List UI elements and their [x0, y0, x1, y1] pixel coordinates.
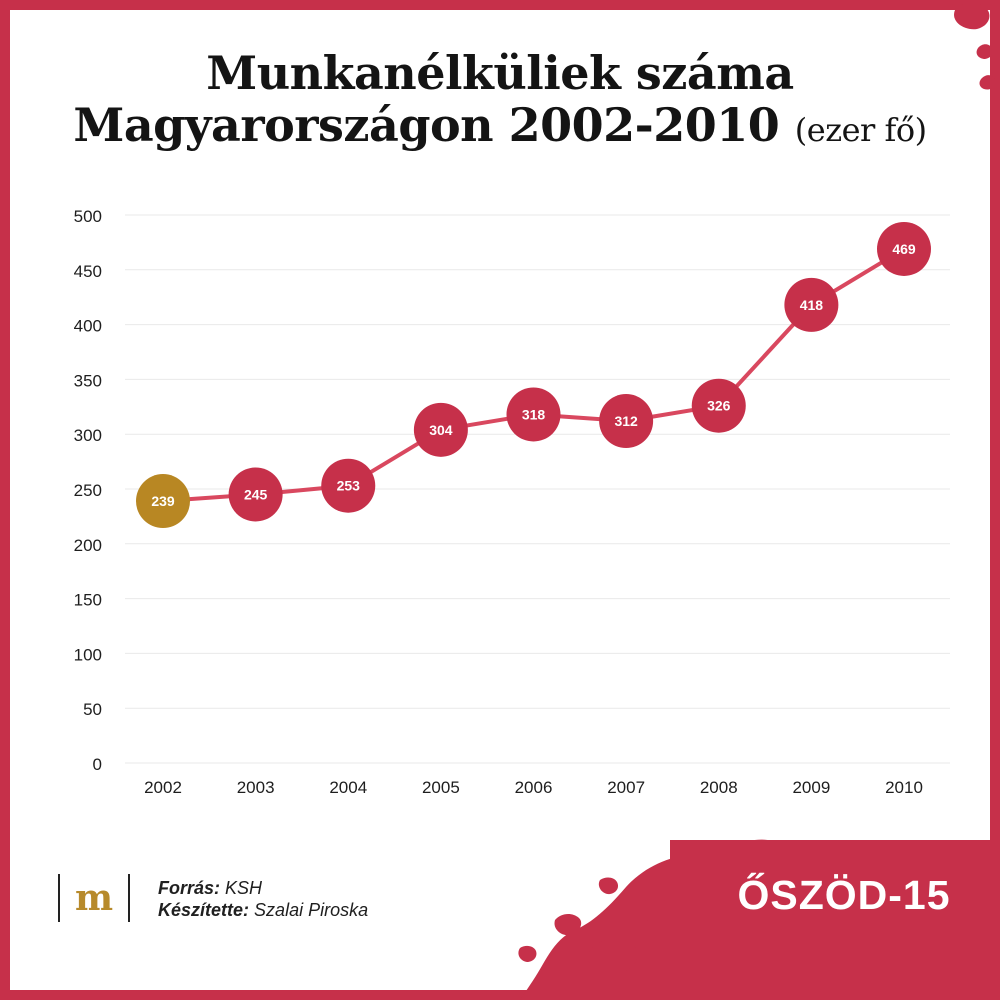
data-label: 245 — [244, 486, 268, 502]
data-label: 326 — [707, 398, 731, 414]
data-point: 312 — [599, 394, 654, 449]
y-tick-label: 200 — [74, 536, 102, 555]
data-point-marker — [877, 221, 931, 276]
y-tick-label: 150 — [74, 591, 102, 610]
x-tick-label: 2010 — [885, 778, 923, 797]
x-tick-label: 2003 — [237, 778, 275, 797]
author-line: Készítette: Szalai Piroska — [158, 899, 368, 921]
data-point-marker — [599, 394, 654, 449]
data-label: 469 — [892, 241, 916, 257]
data-point-marker — [784, 277, 839, 332]
chart-title: Munkanélküliek száma Magyarországon 2002… — [0, 46, 1000, 152]
data-point: 326 — [691, 378, 746, 433]
data-point-marker — [506, 387, 561, 442]
brand-logo: m — [58, 874, 130, 922]
data-point: 318 — [506, 387, 561, 442]
data-label: 312 — [614, 413, 638, 429]
y-tick-label: 250 — [74, 481, 102, 500]
data-point-marker — [691, 378, 746, 433]
x-tick-label: 2008 — [700, 778, 738, 797]
data-label: 253 — [337, 478, 361, 494]
data-label: 318 — [522, 406, 546, 422]
chart-title-line2: Magyarországon 2002-2010 (ezer fő) — [0, 97, 1000, 152]
y-tick-label: 50 — [83, 700, 102, 719]
chart-title-unit: (ezer fő) — [794, 110, 927, 149]
data-point: 245 — [228, 467, 283, 522]
data-point: 418 — [784, 277, 839, 332]
y-tick-label: 400 — [74, 317, 102, 336]
data-point-marker — [136, 474, 190, 529]
y-tick-label: 0 — [93, 755, 102, 774]
source-value: KSH — [225, 878, 263, 898]
source-label: Forrás: — [158, 878, 221, 898]
y-tick-label: 500 — [74, 207, 102, 226]
x-tick-label: 2009 — [792, 778, 830, 797]
data-point-marker — [228, 467, 283, 522]
chart-title-main: Magyarországon 2002-2010 — [73, 97, 780, 152]
x-tick-label: 2004 — [329, 778, 367, 797]
y-tick-label: 450 — [74, 262, 102, 281]
y-tick-label: 300 — [74, 426, 102, 445]
data-point: 253 — [321, 458, 376, 513]
data-label: 304 — [429, 422, 453, 438]
brand-badge: ŐSZÖD-15 — [670, 840, 1000, 950]
source-credit: Forrás: KSH Készítette: Szalai Piroska — [158, 877, 368, 921]
data-point: 239 — [136, 474, 190, 529]
source-line: Forrás: KSH — [158, 877, 368, 899]
data-label: 418 — [800, 297, 824, 313]
y-tick-label: 350 — [74, 371, 102, 390]
data-point-marker — [321, 458, 376, 513]
x-tick-label: 2002 — [144, 778, 182, 797]
data-point: 469 — [877, 221, 931, 276]
data-label: 239 — [151, 493, 175, 509]
author-label: Készítette: — [158, 900, 250, 920]
data-point-marker — [413, 402, 468, 457]
y-tick-label: 100 — [74, 645, 102, 664]
x-tick-label: 2006 — [515, 778, 553, 797]
x-tick-label: 2007 — [607, 778, 645, 797]
x-tick-label: 2005 — [422, 778, 460, 797]
chart-title-line1: Munkanélküliek száma — [206, 46, 794, 100]
author-value: Szalai Piroska — [254, 900, 369, 920]
data-point: 304 — [413, 402, 468, 457]
